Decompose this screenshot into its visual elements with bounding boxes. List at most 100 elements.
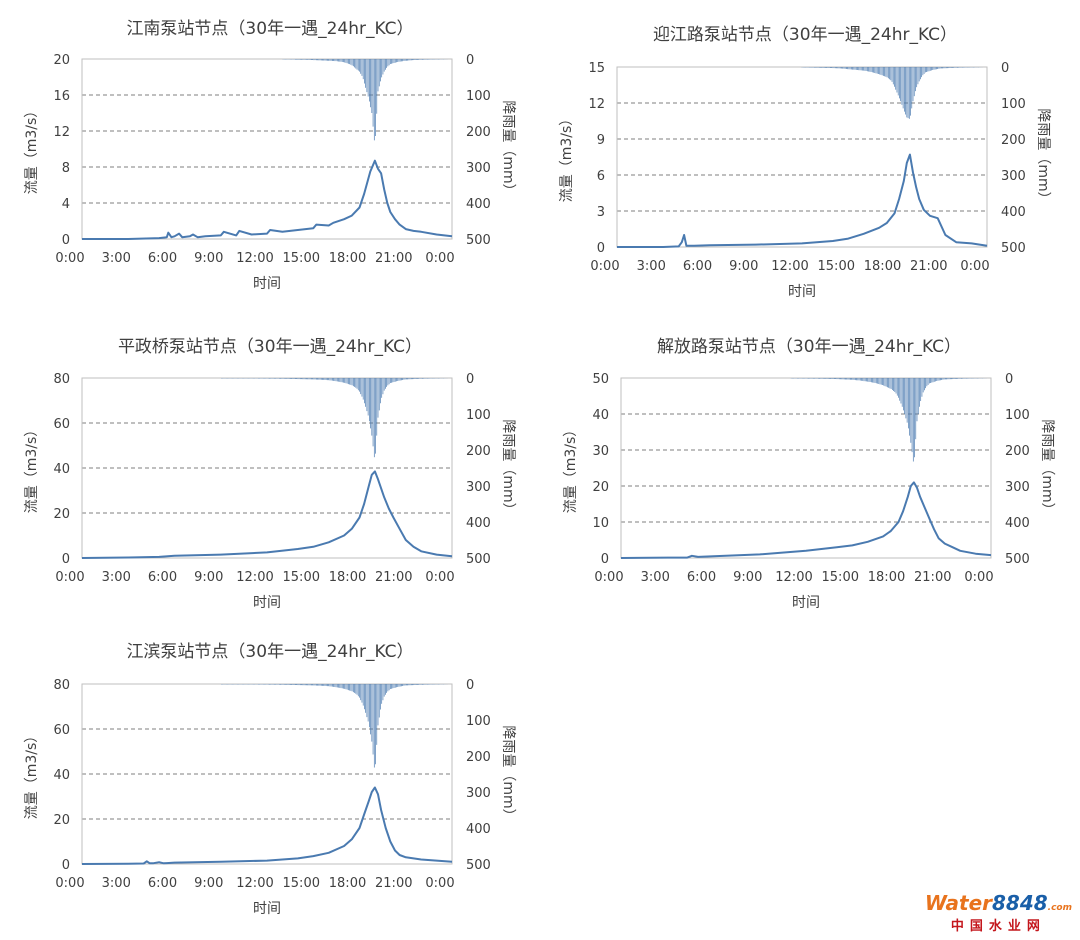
flow-line xyxy=(81,470,453,559)
y2-tick-label: 0 xyxy=(1005,372,1013,387)
x-tick-label: 6:00 xyxy=(148,570,177,585)
y-tick-label: 10 xyxy=(592,516,609,531)
x-tick-label: 12:00 xyxy=(236,570,273,585)
y2-tick-label: 400 xyxy=(1005,516,1030,531)
y-tick-label: 9 xyxy=(597,133,605,148)
x-tick-label: 0:00 xyxy=(425,570,454,585)
y2-tick-label: 500 xyxy=(466,858,491,873)
y2-tick-label: 100 xyxy=(1001,97,1026,112)
y-axis-label: 流量（m3/s） xyxy=(24,423,40,514)
y-tick-label: 15 xyxy=(588,61,605,76)
y2-tick-label: 300 xyxy=(1005,480,1030,495)
x-tick-label: 6:00 xyxy=(683,259,712,274)
y-tick-label: 0 xyxy=(62,233,70,248)
watermark-brand: Water xyxy=(924,891,992,915)
x-tick-label: 9:00 xyxy=(733,570,762,585)
y2-tick-label: 0 xyxy=(466,678,474,693)
x-tick-label: 0:00 xyxy=(964,570,993,585)
y-tick-label: 12 xyxy=(588,97,605,112)
x-axis-label: 时间 xyxy=(253,901,281,917)
chart-title: 平政桥泵站节点（30年一遇_24hr_KC） xyxy=(118,337,422,357)
y2-tick-label: 100 xyxy=(466,89,491,104)
y2-tick-label: 300 xyxy=(466,161,491,176)
chart-title: 解放路泵站节点（30年一遇_24hr_KC） xyxy=(657,337,961,357)
x-tick-label: 15:00 xyxy=(283,876,320,891)
rainfall-series xyxy=(282,59,448,141)
y-tick-label: 60 xyxy=(53,723,70,738)
chart-title: 迎江路泵站节点（30年一遇_24hr_KC） xyxy=(653,25,957,45)
chart-panel-3: 平政桥泵站节点（30年一遇_24hr_KC） 0 20 40 60 80 0 100 200 30… xyxy=(24,337,516,611)
flow-line xyxy=(82,159,453,240)
y2-tick-label: 500 xyxy=(466,233,491,248)
y2-tick-label: 500 xyxy=(1005,552,1030,567)
flow-line xyxy=(81,786,453,865)
x-tick-label: 21:00 xyxy=(914,570,951,585)
y-tick-label: 0 xyxy=(62,858,70,873)
x-tick-label: 12:00 xyxy=(236,876,273,891)
y-tick-label: 40 xyxy=(53,462,70,477)
x-tick-label: 12:00 xyxy=(771,259,808,274)
y-tick-label: 40 xyxy=(53,768,70,783)
x-tick-label: 21:00 xyxy=(375,251,412,266)
y-tick-label: 80 xyxy=(53,678,70,693)
x-tick-label: 18:00 xyxy=(329,251,366,266)
y-tick-label: 0 xyxy=(62,552,70,567)
y-tick-label: 20 xyxy=(53,53,70,68)
y-tick-label: 20 xyxy=(53,507,70,522)
y2-tick-label: 200 xyxy=(1005,444,1030,459)
x-tick-label: 3:00 xyxy=(102,876,131,891)
x-tick-label: 9:00 xyxy=(194,876,223,891)
y2-tick-label: 300 xyxy=(466,480,491,495)
chart-panel-2: 迎江路泵站节点（30年一遇_24hr_KC） 0 3 6 9 12 15 0 100 200 300… xyxy=(559,25,1051,300)
flow-line xyxy=(620,481,992,559)
flow-line xyxy=(617,153,988,248)
x-tick-label: 6:00 xyxy=(148,251,177,266)
y-axis-label: 流量（m3/s） xyxy=(559,112,575,203)
x-tick-label: 9:00 xyxy=(194,251,223,266)
x-tick-label: 18:00 xyxy=(864,259,901,274)
y-tick-label: 16 xyxy=(53,89,70,104)
y-axis-label: 流量（m3/s） xyxy=(24,729,40,820)
x-tick-label: 12:00 xyxy=(775,570,812,585)
x-tick-label: 6:00 xyxy=(148,876,177,891)
y-tick-label: 3 xyxy=(597,205,605,220)
x-tick-label: 3:00 xyxy=(102,570,131,585)
y2-tick-label: 100 xyxy=(466,408,491,423)
y2-tick-label: 300 xyxy=(466,786,491,801)
x-axis-label: 时间 xyxy=(253,595,281,611)
x-tick-label: 18:00 xyxy=(329,570,366,585)
x-tick-label: 21:00 xyxy=(375,876,412,891)
watermark-domain: .com xyxy=(1047,903,1072,913)
x-tick-label: 9:00 xyxy=(194,570,223,585)
y-tick-label: 40 xyxy=(592,408,609,423)
x-axis-label: 时间 xyxy=(253,276,281,292)
y2-tick-label: 0 xyxy=(1001,61,1009,76)
y2-tick-label: 400 xyxy=(466,197,491,212)
x-tick-label: 15:00 xyxy=(283,570,320,585)
y2-tick-label: 200 xyxy=(466,750,491,765)
x-tick-label: 18:00 xyxy=(868,570,905,585)
x-tick-label: 15:00 xyxy=(818,259,855,274)
y2-tick-label: 500 xyxy=(466,552,491,567)
y2-tick-label: 200 xyxy=(466,125,491,140)
y2-axis-label: 降雨量（mm） xyxy=(500,725,516,822)
y-tick-label: 50 xyxy=(592,372,609,387)
y-axis-label: 流量（m3/s） xyxy=(563,423,579,514)
y-tick-label: 20 xyxy=(53,813,70,828)
x-axis-label: 时间 xyxy=(792,595,820,611)
y-axis-label: 流量（m3/s） xyxy=(24,104,40,195)
y2-axis-label: 降雨量（mm） xyxy=(1035,108,1051,205)
x-tick-label: 0:00 xyxy=(425,876,454,891)
x-tick-label: 9:00 xyxy=(729,259,758,274)
y2-axis-label: 降雨量（mm） xyxy=(500,100,516,197)
x-tick-label: 21:00 xyxy=(375,570,412,585)
rainfall-series xyxy=(221,684,448,768)
y-tick-label: 80 xyxy=(53,372,70,387)
y2-axis-label: 降雨量（mm） xyxy=(1039,419,1055,516)
y-tick-label: 12 xyxy=(53,125,70,140)
y2-tick-label: 200 xyxy=(1001,133,1026,148)
y-tick-label: 0 xyxy=(601,552,609,567)
y2-axis-label: 降雨量（mm） xyxy=(500,419,516,516)
